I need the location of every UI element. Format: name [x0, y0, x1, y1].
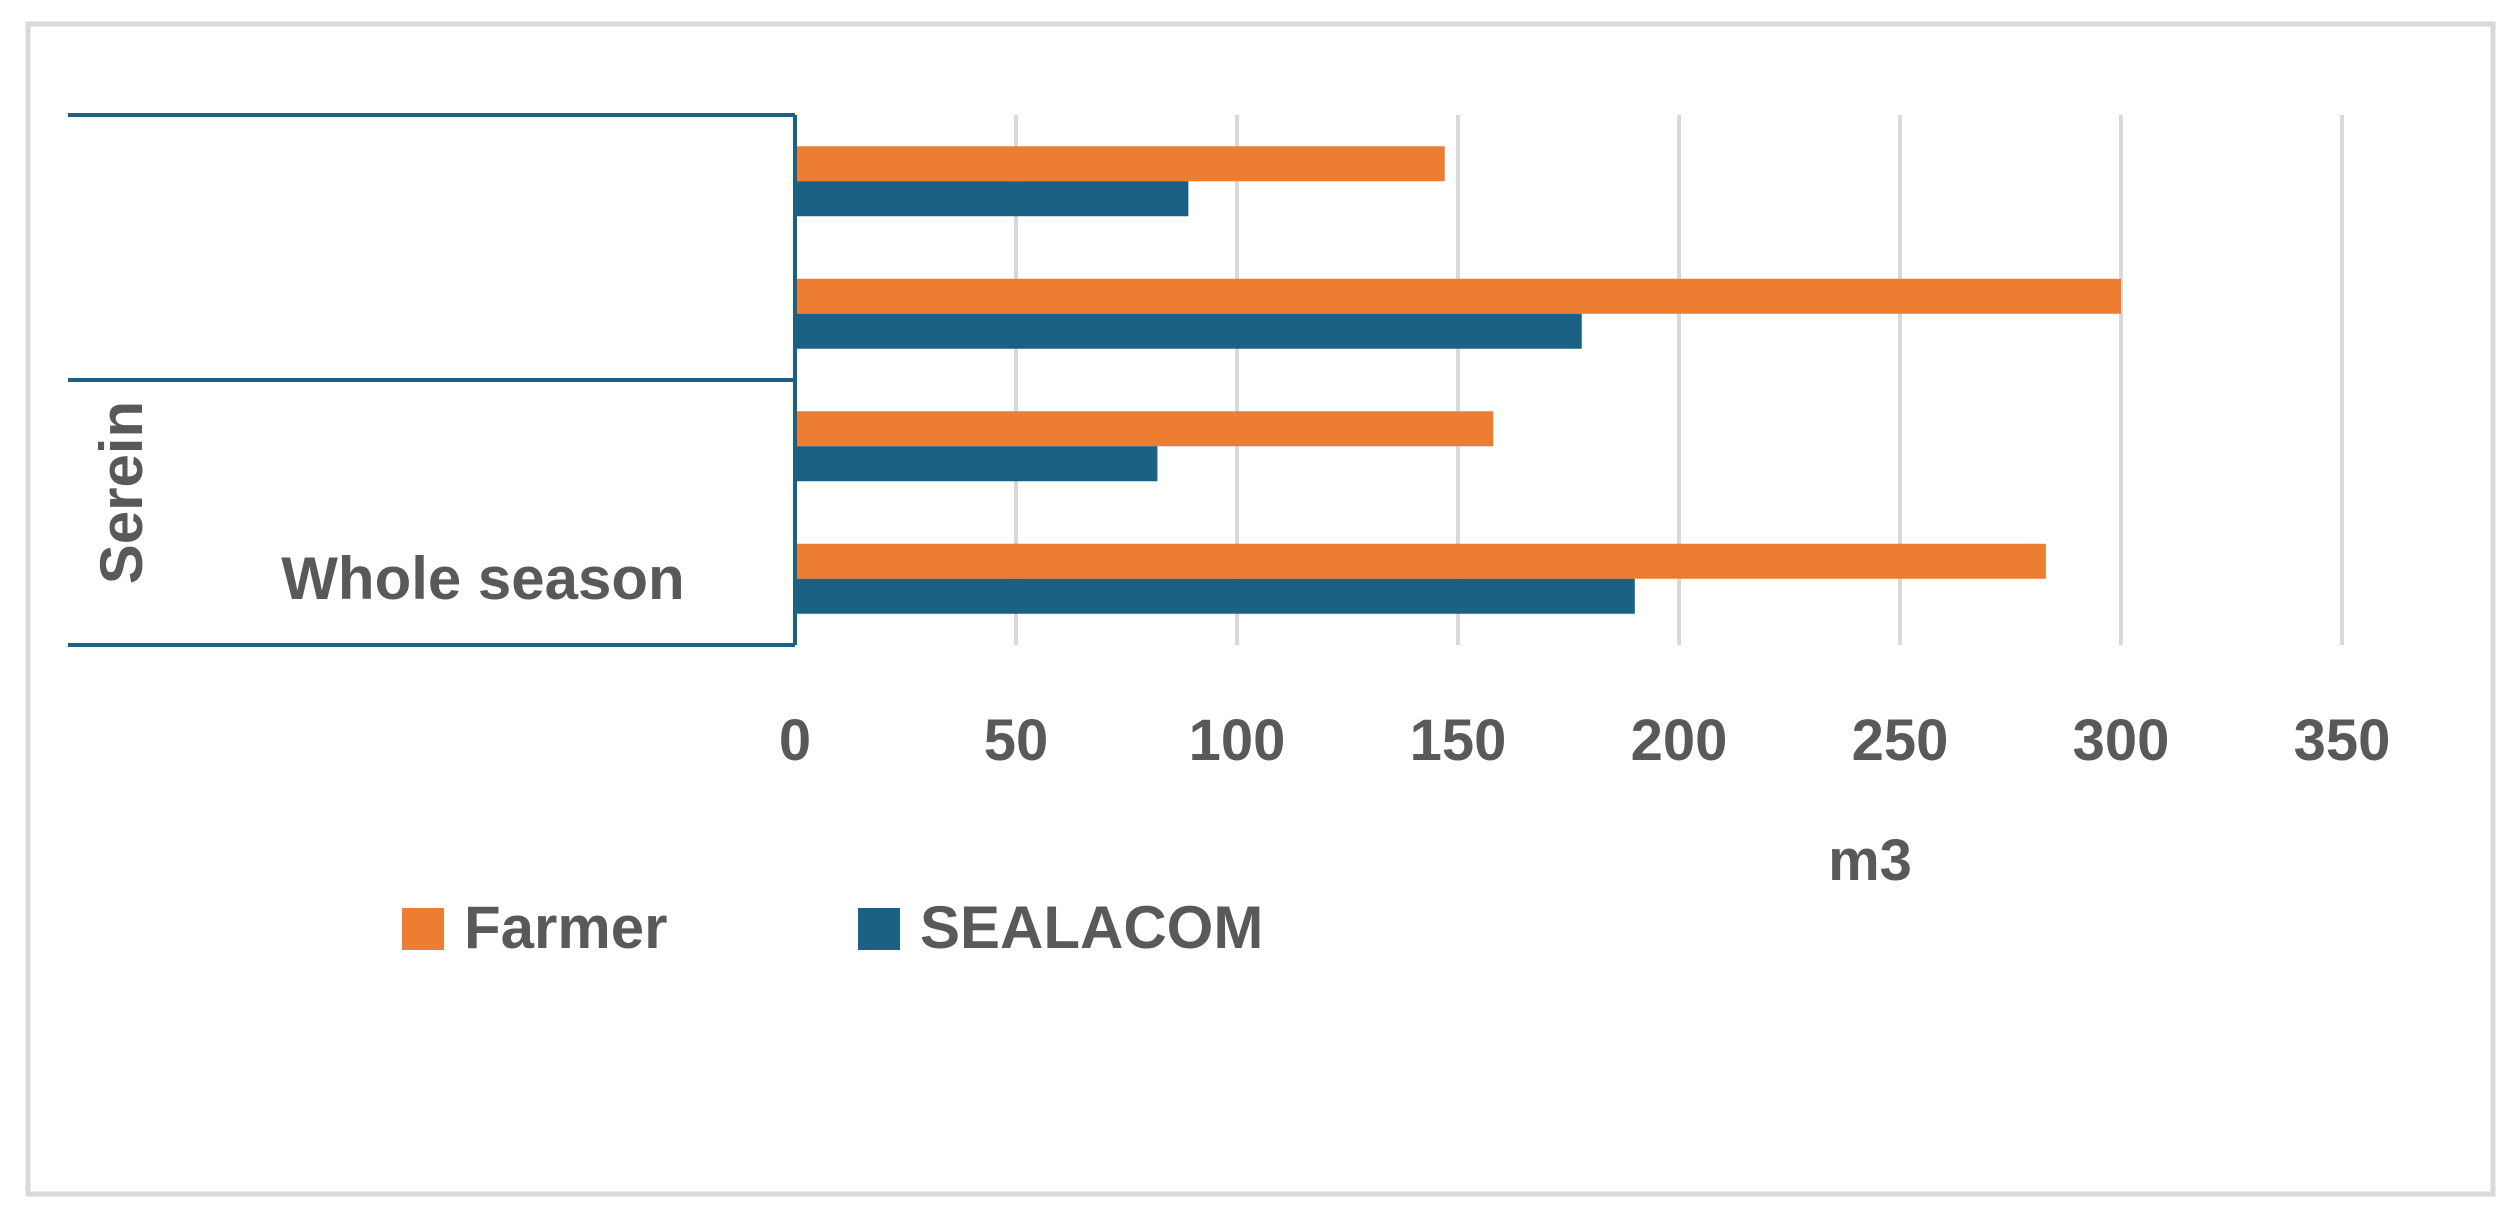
x-tick-label-200: 200: [1631, 708, 1728, 773]
category-axis-frame: [68, 113, 797, 647]
x-tick-label-100: 100: [1189, 708, 1286, 773]
bar-sealacom-2: [795, 313, 1582, 349]
bar-sealacom-4: [795, 578, 1635, 614]
x-axis-tick-labels: 0 50 100 150 200 250 300 350: [779, 708, 2391, 773]
group-label-2: Serein: [88, 401, 155, 584]
x-tick-label-300: 300: [2073, 708, 2170, 773]
bar-farmer-1: [795, 146, 1445, 182]
legend-swatch-sealacom: [858, 908, 900, 950]
x-tick-label-150: 150: [1410, 708, 1507, 773]
category-label-4: Whole season: [281, 545, 684, 612]
x-tick-label-0: 0: [779, 708, 811, 773]
bar-farmer-4: [795, 543, 2046, 579]
legend-label-farmer: Farmer: [464, 894, 667, 961]
bar-sealacom-3: [795, 446, 1158, 482]
bars: [795, 146, 2121, 614]
bar-sealacom-1: [795, 181, 1189, 217]
category-labels: Whole season Serein: [88, 401, 685, 612]
x-tick-label-50: 50: [984, 708, 1049, 773]
x-tick-label-250: 250: [1852, 708, 1949, 773]
legend-label-sealacom: SEALACOM: [920, 894, 1263, 961]
legend: Farmer SEALACOM: [402, 894, 1263, 961]
legend-swatch-farmer: [402, 908, 444, 950]
bar-farmer-2: [795, 278, 2121, 314]
x-axis-title: m3: [1828, 828, 1912, 893]
bar-farmer-3: [795, 411, 1494, 447]
x-tick-label-350: 350: [2294, 708, 2391, 773]
